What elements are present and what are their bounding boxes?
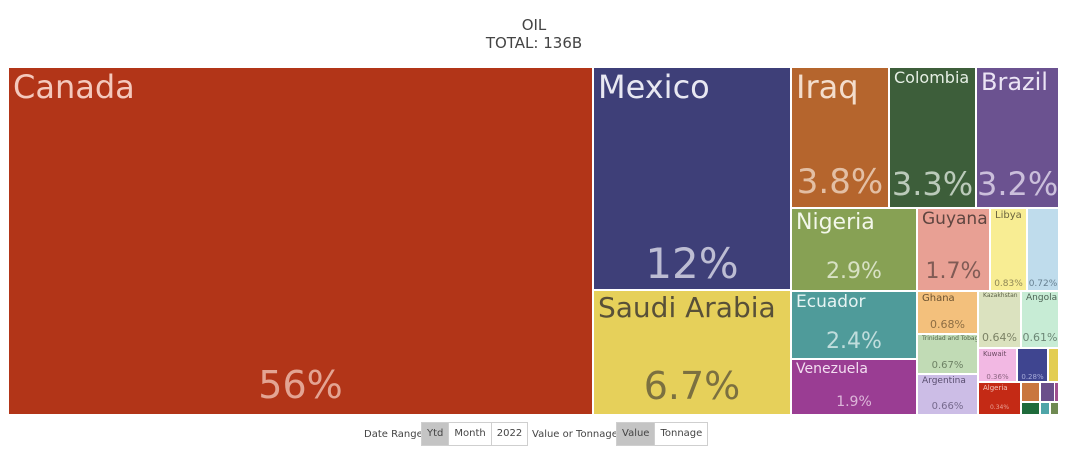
treemap-cell-nigeria[interactable]: Nigeria 2.9% xyxy=(791,208,917,291)
cell-label: Ecuador xyxy=(796,292,866,312)
cell-label: Nigeria xyxy=(796,210,875,235)
cell-label: Kazakhstan xyxy=(983,292,1018,299)
cell-percentage: 3.8% xyxy=(796,162,884,202)
cell-percentage: 0.67% xyxy=(931,360,964,371)
chart-controls: Date Range Ytd Month 2022 Value or Tonnage… xyxy=(0,422,1068,448)
treemap-cell-saudi-arabia[interactable]: Saudi Arabia 6.7% xyxy=(593,290,791,415)
cell-percentage: 3.3% xyxy=(891,165,974,203)
cell-percentage: 0.64% xyxy=(982,331,1017,344)
treemap-cell-algeria[interactable]: Algeria 0.34% xyxy=(978,382,1021,415)
date-range-selector: Ytd Month 2022 xyxy=(421,422,529,446)
cell-label: Algeria xyxy=(983,384,1008,392)
cell-percentage: 56% xyxy=(258,363,343,407)
treemap-cell-25[interactable] xyxy=(1040,402,1050,415)
treemap-cell-22[interactable] xyxy=(1021,382,1040,402)
treemap-cell-27[interactable] xyxy=(1054,382,1059,402)
cell-percentage: 6.7% xyxy=(643,364,741,408)
cell-label: Saudi Arabia xyxy=(598,291,776,324)
treemap-cell-libya[interactable]: Libya 0.83% xyxy=(990,208,1027,291)
cell-percentage: 2.9% xyxy=(826,259,882,284)
treemap-cell-argentina[interactable]: Argentina 0.66% xyxy=(917,374,978,415)
treemap-cell-24[interactable] xyxy=(1021,402,1040,415)
cell-label: Libya xyxy=(995,210,1022,221)
cell-percentage: 0.66% xyxy=(931,401,964,412)
date-ytd-button[interactable]: Ytd xyxy=(422,423,450,445)
treemap-cell-21[interactable] xyxy=(1048,348,1059,382)
cell-percentage: 0.83% xyxy=(994,279,1023,289)
date-range-label: Date Range xyxy=(364,429,423,440)
date-month-button[interactable]: Month xyxy=(449,423,492,445)
treemap-cell-26[interactable] xyxy=(1050,402,1059,415)
treemap-cell-ghana[interactable]: Ghana 0.68% xyxy=(917,291,978,334)
chart-subtitle: TOTAL: 136B xyxy=(485,34,583,52)
cell-percentage: 0.36% xyxy=(986,373,1009,381)
cell-label: Iraq xyxy=(796,68,859,106)
treemap-cell-trinidad-and-tobago[interactable]: Trinidad and Tobago 0.67% xyxy=(917,334,978,374)
cell-percentage: 0.61% xyxy=(1022,331,1058,344)
treemap-cell-mexico[interactable]: Mexico 12% xyxy=(593,67,791,290)
cell-label: Ghana xyxy=(922,293,955,304)
cell-percentage: 12% xyxy=(645,239,739,288)
cell-percentage: 3.2% xyxy=(977,165,1059,203)
treemap: Canada 56% Mexico 12% Saudi Arabia 6.7% Iraq 3.… xyxy=(8,67,1059,415)
cell-percentage: 0.28% xyxy=(1021,373,1044,381)
cell-label: Canada xyxy=(13,68,135,106)
cell-label: Guyana xyxy=(922,209,988,229)
cell-percentage: 1.9% xyxy=(836,394,872,410)
treemap-cell-angola[interactable]: Angola 0.61% xyxy=(1021,291,1059,348)
treemap-cell-venezuela[interactable]: Venezuela 1.9% xyxy=(791,359,917,415)
treemap-cell-kazakhstan[interactable]: Kazakhstan 0.64% xyxy=(978,291,1021,348)
cell-label: Angola xyxy=(1026,293,1058,303)
cell-percentage: 0.34% xyxy=(989,404,1010,411)
treemap-cell-12[interactable]: 0.72% xyxy=(1027,208,1059,291)
treemap-cell-brazil[interactable]: Brazil 3.2% xyxy=(976,67,1059,208)
treemap-cell-canada[interactable]: Canada 56% xyxy=(8,67,593,415)
value-or-tonnage-label: Value or Tonnage xyxy=(532,429,618,440)
date-2022-button[interactable]: 2022 xyxy=(491,423,528,445)
treemap-cell-kuwait[interactable]: Kuwait 0.36% xyxy=(978,348,1017,382)
cell-label: Colombia xyxy=(894,68,970,87)
cell-percentage: 0.68% xyxy=(930,318,965,331)
cell-percentage: 2.4% xyxy=(826,329,882,354)
cell-label: Brazil xyxy=(981,68,1048,96)
treemap-cell-ecuador[interactable]: Ecuador 2.4% xyxy=(791,291,917,359)
cell-label: Argentina xyxy=(922,376,966,386)
cell-label: Trinidad and Tobago xyxy=(922,335,978,342)
cell-label: Kuwait xyxy=(983,350,1007,358)
metric-tonnage-button[interactable]: Tonnage xyxy=(655,423,708,445)
treemap-cell-19[interactable]: 0.28% xyxy=(1017,348,1048,382)
value-tonnage-selector: Value Tonnage xyxy=(616,422,709,446)
treemap-cell-guyana[interactable]: Guyana 1.7% xyxy=(917,208,990,291)
treemap-cell-iraq[interactable]: Iraq 3.8% xyxy=(791,67,889,208)
cell-percentage: 1.7% xyxy=(925,259,982,284)
metric-value-button[interactable]: Value xyxy=(617,423,656,445)
cell-label: Mexico xyxy=(598,68,710,106)
treemap-cell-colombia[interactable]: Colombia 3.3% xyxy=(889,67,976,208)
cell-label: Venezuela xyxy=(796,361,868,377)
chart-title: OIL xyxy=(521,16,547,34)
cell-percentage: 0.72% xyxy=(1028,279,1058,289)
